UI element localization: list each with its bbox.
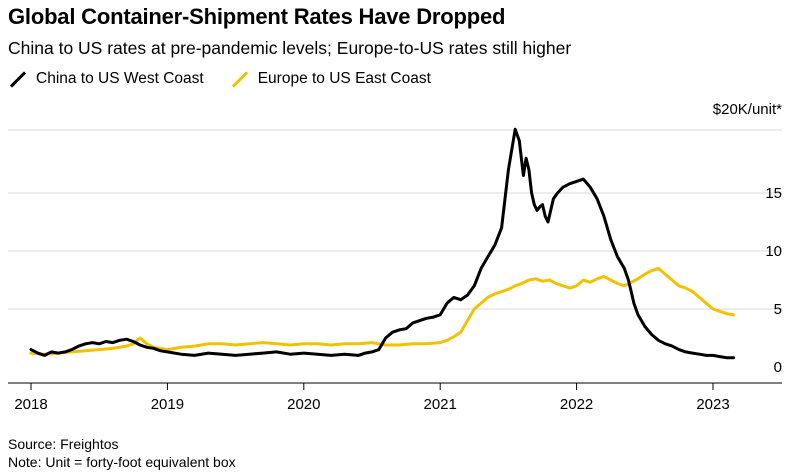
source-note: Source: Freightos xyxy=(8,436,119,452)
x-tick-label: 2021 xyxy=(424,396,457,413)
legend-item-europe: Europe to US East Coast xyxy=(230,70,431,88)
legend-label-europe: Europe to US East Coast xyxy=(257,70,431,87)
series-line-china-us-west xyxy=(29,127,735,360)
chart-legend: China to US West Coast Europe to US East… xyxy=(8,70,457,88)
y-tick-label: 10 xyxy=(765,243,782,260)
chart-subtitle: China to US rates at pre-pandemic levels… xyxy=(8,38,572,58)
series-line-europe-us-east xyxy=(29,266,735,356)
x-tick-label: 2019 xyxy=(151,396,184,413)
y-tick-label: 5 xyxy=(774,301,782,318)
chart-title: Global Container-Shipment Rates Have Dro… xyxy=(8,4,506,29)
y-tick-label: 15 xyxy=(765,185,782,202)
legend-label-china: China to US West Coast xyxy=(36,70,204,87)
y-axis-unit-label: $20K/unit* xyxy=(713,101,782,118)
x-tick-label: 2018 xyxy=(14,396,47,413)
x-tick-label: 2022 xyxy=(560,396,593,413)
x-tick-label: 2023 xyxy=(696,396,729,413)
legend-item-china: China to US West Coast xyxy=(8,70,204,88)
y-tick-label: 0 xyxy=(774,359,782,376)
unit-note: Note: Unit = forty-foot equivalent box xyxy=(8,454,236,470)
x-tick-label: 2020 xyxy=(287,396,320,413)
